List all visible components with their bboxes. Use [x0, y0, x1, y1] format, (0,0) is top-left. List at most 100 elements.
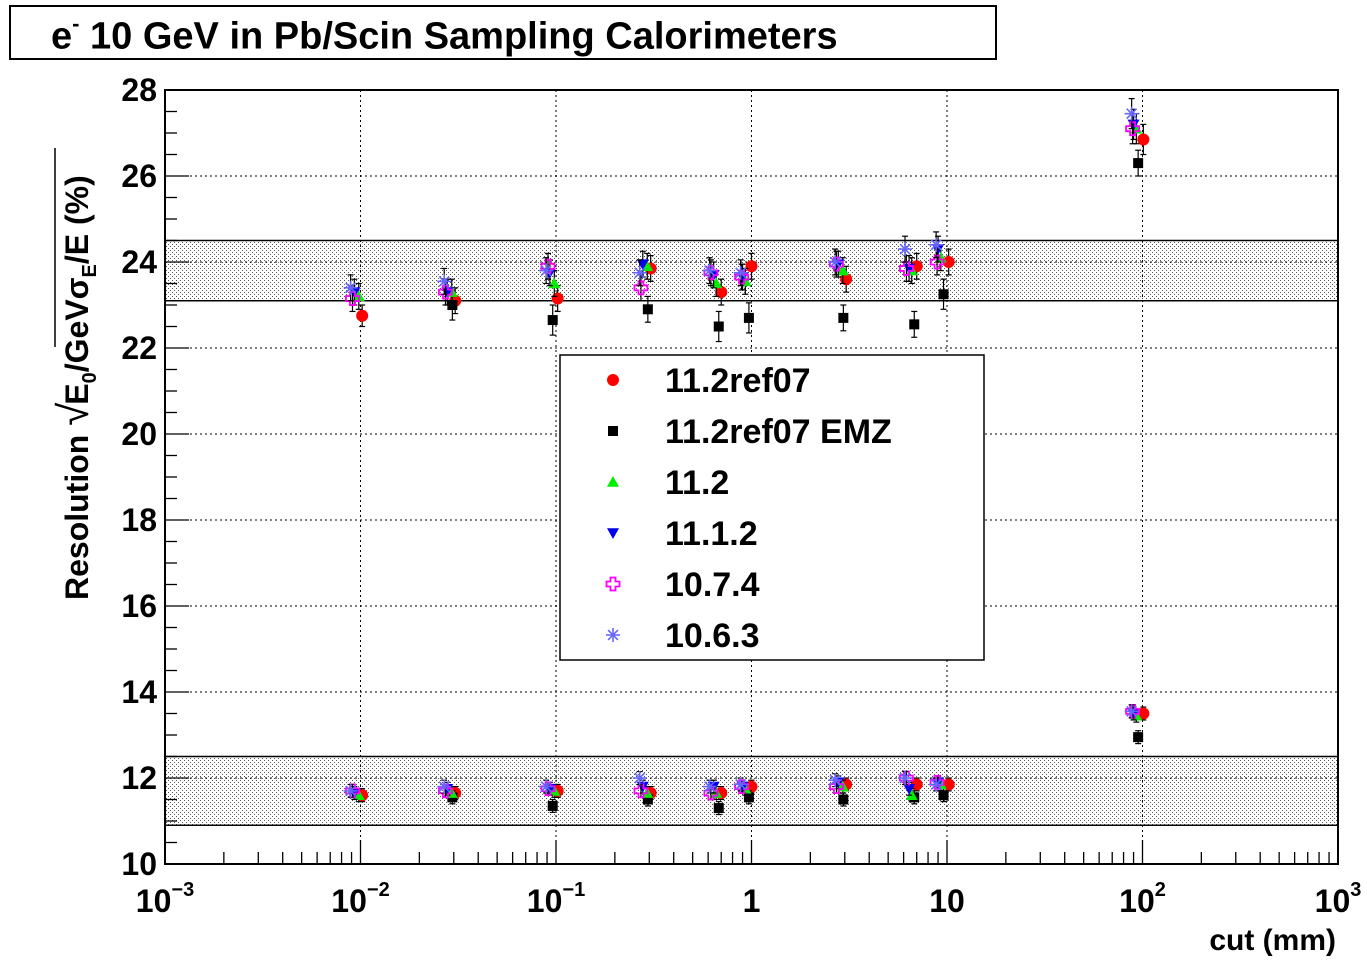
y-label-suffix: /E (%) [59, 175, 95, 264]
data-point [1133, 158, 1144, 169]
data-point [903, 783, 916, 795]
y-tick-label: 28 [121, 72, 157, 108]
data-point [929, 254, 945, 270]
data-point [343, 280, 358, 295]
data-point [632, 771, 647, 785]
data-point [437, 779, 452, 794]
data-point [1125, 121, 1141, 137]
chart-title: e- 10 GeV in Pb/Scin Sampling Calorimete… [51, 11, 838, 59]
data-point [910, 778, 923, 791]
data-point [1133, 732, 1144, 743]
data-point [838, 312, 849, 323]
data-point [345, 291, 360, 306]
data-point [734, 269, 750, 285]
legend-marker-5 [606, 628, 620, 642]
data-point [1124, 106, 1139, 121]
legend-label-4: 10.7.4 [665, 566, 760, 604]
data-point [540, 258, 556, 274]
y-label-e: E [59, 383, 95, 404]
data-point [547, 800, 558, 811]
data-point [938, 790, 949, 801]
data-point [539, 263, 554, 278]
x-tick-label: 102 [1119, 879, 1166, 919]
data-point [632, 265, 647, 280]
data-point [1124, 704, 1139, 719]
data-point [743, 792, 754, 803]
legend-label-0: 11.2ref07 [665, 362, 811, 400]
data-point [438, 284, 453, 300]
title-superscript: - [72, 11, 80, 36]
y-tick-label: 10 [121, 846, 157, 882]
legend-marker-4 [605, 576, 621, 592]
y-tick-label: 26 [121, 158, 157, 194]
x-tick-label: 10−2 [331, 879, 389, 919]
y-tick-label: 20 [121, 416, 157, 452]
data-point [733, 777, 748, 792]
data-point [642, 304, 653, 315]
y-tick-labels: 10 12 14 16 18 20 22 24 26 28 [121, 72, 157, 882]
y-tick-label: 22 [121, 330, 157, 366]
y-label-gev: /GeV [59, 299, 95, 373]
y-tick-label: 18 [121, 502, 157, 538]
ticks-layer [164, 89, 1330, 865]
data-point [715, 286, 728, 299]
data-point [898, 242, 913, 257]
legend-label-5: 10.6.3 [665, 617, 760, 655]
y-label-e-sub: 0 [79, 372, 101, 383]
y-tick-label: 16 [121, 588, 157, 624]
data-point [437, 274, 452, 289]
data-point [938, 289, 949, 300]
data-point [905, 789, 918, 800]
x-tick-label: 103 [1315, 879, 1362, 919]
data-point [836, 264, 849, 276]
legend: 11.2ref07 11.2ref07 EMZ 11.2 11.1.2 10.7.4 10… [559, 354, 985, 661]
data-point [828, 773, 843, 788]
data-point [343, 783, 358, 798]
y-label-sigma-sub: E [79, 264, 101, 277]
legend-label-3: 11.1.2 [665, 515, 758, 553]
data-point [898, 771, 913, 785]
y-tick-label: 14 [121, 674, 157, 710]
sqrt-sign: √ [50, 402, 97, 426]
legend-box [559, 354, 985, 661]
data-point [743, 312, 754, 323]
x-tick-label: 10−1 [527, 879, 585, 919]
y-tick-label: 24 [121, 244, 157, 280]
x-axis-label: cut (mm) [1209, 924, 1336, 957]
data-point [942, 256, 955, 268]
data-point [633, 783, 649, 799]
data-point [356, 309, 369, 322]
data-point [713, 803, 724, 814]
legend-marker-3 [607, 528, 619, 539]
x-tick-label: 10 [929, 883, 965, 919]
x-tick-label: 1 [743, 883, 761, 919]
data-point [733, 265, 748, 280]
data-point [702, 779, 717, 794]
legend-marker-0 [607, 374, 619, 386]
y-label-sigma: σ [59, 277, 95, 299]
title-prefix: e [51, 15, 73, 58]
data-point [1137, 133, 1150, 146]
legend-marker-2 [607, 476, 619, 487]
x-tick-label: 10−3 [136, 879, 194, 919]
data-point [1137, 707, 1150, 720]
data-point [929, 777, 944, 792]
svg-text:Resolution √E0/GeVσE/E (%): Resolution √E0/GeVσE/E (%) [50, 175, 101, 600]
data-point [899, 261, 914, 276]
legend-label-2: 11.2 [665, 464, 729, 502]
data-point [929, 237, 944, 252]
data-point [713, 321, 724, 332]
data-point [702, 263, 717, 278]
legend-marker-1 [608, 426, 618, 436]
data-point [899, 770, 914, 786]
data-point [909, 319, 920, 330]
x-tick-labels: 10−3 10−2 10−1 1 10 102 103 [136, 879, 1362, 919]
data-point [539, 779, 554, 794]
data-points-layer [343, 97, 1150, 816]
data-point [345, 783, 360, 799]
series-5 [343, 97, 1139, 798]
data-point [745, 260, 758, 273]
legend-label-1: 11.2ref07 EMZ [665, 413, 892, 451]
title-box: e- 10 GeV in Pb/Scin Sampling Calorimete… [9, 5, 997, 60]
